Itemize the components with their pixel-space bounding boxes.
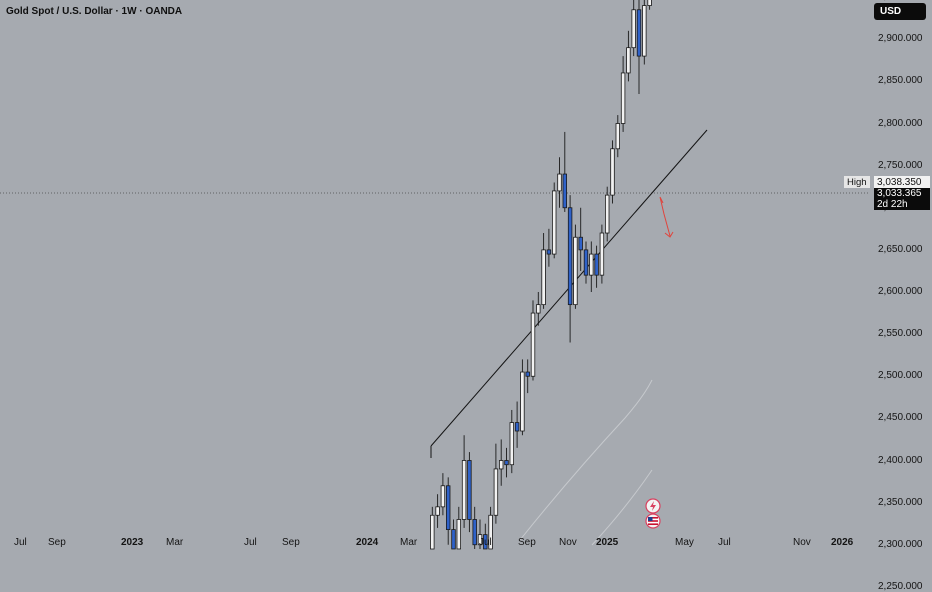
time-axis-label: May (675, 537, 694, 548)
candle (430, 506, 435, 550)
chart-title: Gold Spot / U.S. Dollar · 1W · OANDA (6, 6, 183, 17)
candle (583, 241, 589, 284)
candle (445, 477, 451, 545)
candle (483, 523, 488, 550)
time-axis-label: Sep (282, 537, 300, 548)
current-price-tag: 3,033.365 2d 22h (874, 188, 930, 210)
candle (589, 241, 594, 292)
candle (642, 0, 647, 65)
bar-countdown: 2d 22h (877, 199, 908, 210)
time-axis-label: Jul (244, 537, 257, 548)
candle (620, 56, 626, 132)
candle (546, 228, 552, 267)
candle (440, 473, 446, 516)
candle (626, 30, 631, 82)
candle (552, 182, 557, 259)
price-axis-label: 2,600.000 (878, 286, 923, 297)
candle (509, 409, 514, 474)
candle (435, 494, 440, 528)
candle (493, 443, 499, 524)
candle (615, 115, 620, 158)
candle (525, 359, 530, 394)
price-axis-label: 2,450.000 (878, 412, 923, 424)
time-axis-label: Nov (559, 537, 577, 548)
price-axis-label: 2,650.000 (878, 243, 923, 255)
high-label: High (844, 176, 870, 188)
candle (530, 300, 536, 381)
candle (488, 506, 493, 550)
time-axis-label: Sep (48, 537, 66, 548)
candle (514, 401, 520, 448)
candle (472, 506, 477, 549)
candle (477, 519, 483, 549)
price-axis-label: 2,400.000 (878, 454, 923, 466)
flash-event-icon[interactable] (645, 498, 661, 514)
candle (562, 131, 567, 212)
price-axis-label: 2,850.000 (878, 75, 923, 87)
current-price-value: 3,033.365 (877, 188, 922, 199)
candle (594, 245, 599, 288)
candle (451, 519, 456, 550)
candle (631, 0, 636, 57)
candle (573, 224, 578, 309)
time-axis-label: Nov (793, 537, 811, 548)
price-axis-label: 2,550.000 (878, 328, 923, 340)
candle (498, 439, 504, 486)
candle (461, 435, 467, 528)
time-axis-label: 2026 (831, 537, 854, 548)
ma-line-lower (591, 469, 653, 546)
price-axis-label: 2,350.000 (878, 496, 923, 508)
time-axis-label: 2024 (356, 537, 379, 548)
candle (636, 0, 642, 95)
price-axis-label: 2,800.000 (878, 117, 923, 129)
time-axis-label: Jul (14, 537, 27, 548)
down-arrow-annotation[interactable] (659, 196, 674, 238)
time-axis-label: Sep (518, 537, 536, 548)
candle (599, 224, 605, 284)
candle (605, 186, 610, 242)
candle (541, 233, 546, 309)
ma-line-upper (519, 379, 653, 541)
price-axis-label: 2,500.000 (878, 370, 923, 382)
time-axis-label: 2023 (121, 537, 144, 548)
candle (504, 447, 509, 478)
candle (456, 506, 461, 550)
price-axis-label: 2,300.000 (878, 538, 923, 550)
time-axis-label: 2025 (596, 537, 619, 548)
candle (467, 452, 472, 533)
candle (610, 140, 615, 204)
time-axis-label: Jul (718, 537, 731, 548)
candle (647, 0, 652, 10)
time-axis-label: Mar (400, 537, 418, 548)
currency-button[interactable]: USD (874, 3, 926, 20)
time-axis-label: Mar (166, 537, 184, 548)
candles-group (430, 0, 652, 550)
candle (520, 359, 525, 436)
price-axis-label: 2,950.000 (878, 0, 923, 2)
price-axis-label: 2,750.000 (878, 159, 923, 171)
candle (567, 195, 573, 343)
price-axis-label: 2,250.000 (878, 580, 923, 592)
candle (578, 207, 583, 271)
candle (536, 292, 541, 326)
price-chart[interactable] (0, 0, 932, 550)
time-axis-label: Jul (479, 537, 492, 548)
us-flag-event-icon[interactable] (645, 513, 661, 529)
price-axis-label: 2,900.000 (878, 33, 923, 45)
candle (557, 157, 562, 208)
high-value: 3,038.350 (874, 176, 930, 188)
